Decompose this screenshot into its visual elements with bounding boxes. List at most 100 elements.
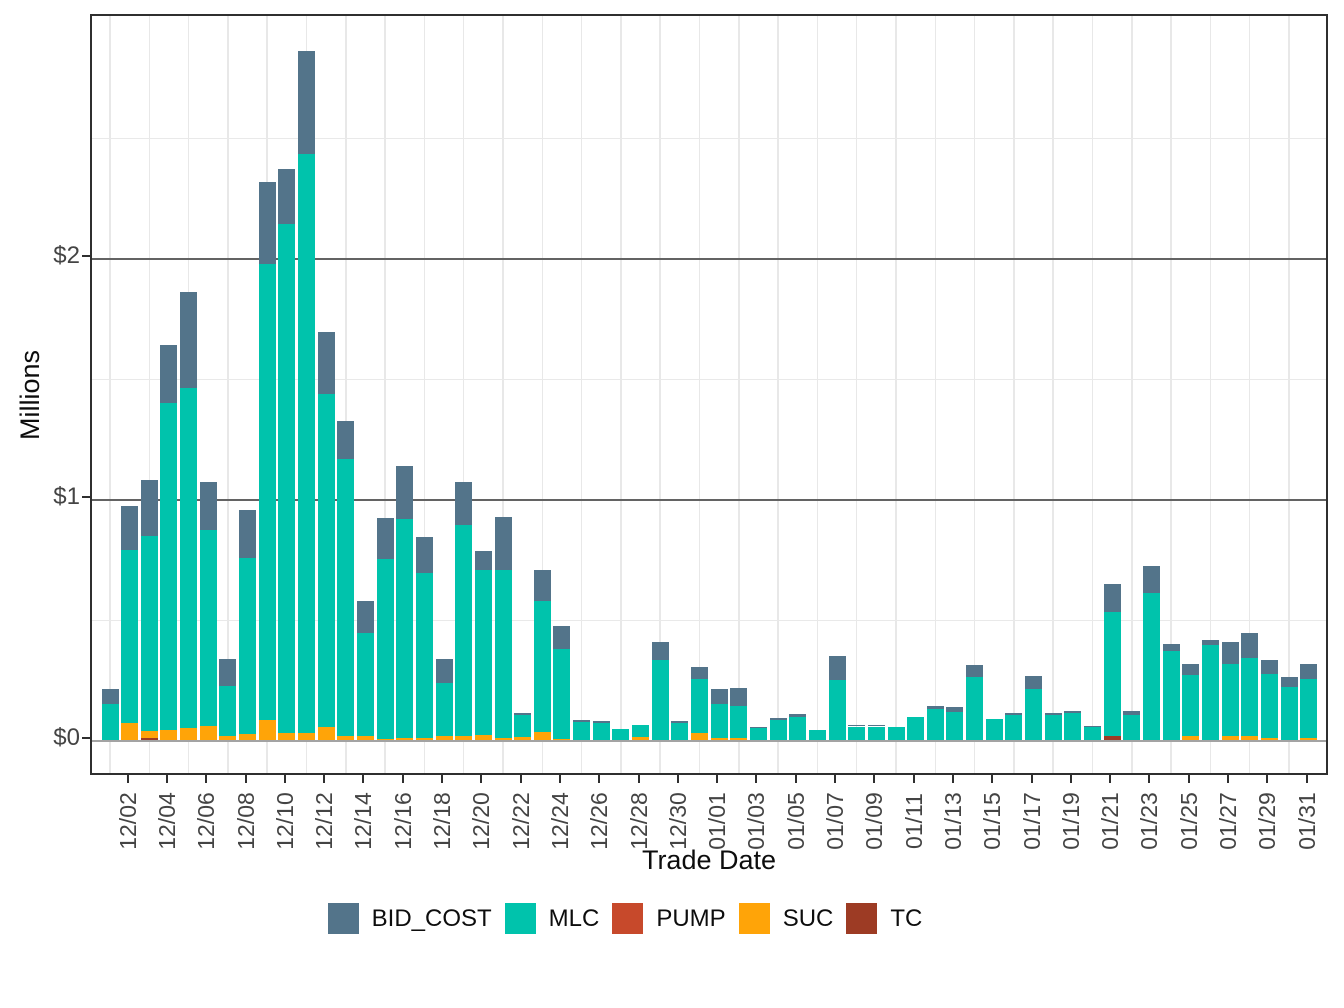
bar-segment-bid_cost — [415, 537, 433, 574]
x-tick-mark — [1266, 775, 1269, 783]
gridline-vertical — [541, 16, 544, 773]
bar-segment-mlc — [455, 525, 473, 736]
legend-item-bid_cost: BID_COST — [327, 903, 492, 934]
legend-swatch-mlc — [504, 903, 536, 934]
bar-segment-mlc — [121, 549, 139, 724]
x-tick-mark — [1148, 775, 1151, 783]
x-tick-mark — [834, 775, 837, 783]
gridline-vertical — [423, 16, 426, 773]
bar-segment-mlc — [1300, 679, 1318, 738]
bar-segment-tc — [1103, 735, 1121, 740]
x-tick-mark — [323, 775, 326, 783]
bar-segment-mlc — [671, 722, 689, 740]
bar-segment-mlc — [140, 535, 158, 731]
x-tick-mark — [951, 775, 954, 783]
gridline-vertical — [777, 16, 779, 773]
bar-segment-bid_cost — [160, 344, 178, 403]
legend-item-suc: SUC — [738, 903, 833, 934]
bar-segment-mlc — [396, 519, 414, 739]
gridline-minor-y — [92, 378, 1326, 380]
bar-segment-mlc — [180, 388, 198, 728]
x-axis-title: Trade Date — [641, 845, 777, 875]
gridline-vertical — [462, 16, 465, 773]
bar-segment-bid_cost — [671, 721, 689, 723]
bar-segment-mlc — [789, 716, 807, 740]
bar-segment-suc — [632, 737, 650, 740]
bar-segment-mlc — [101, 703, 119, 740]
bar-segment-suc — [435, 735, 453, 740]
bar-segment-bid_cost — [1142, 565, 1160, 593]
bar-segment-mlc — [317, 394, 335, 727]
bar-segment-bid_cost — [356, 601, 374, 633]
bar-segment-bid_cost — [926, 706, 944, 709]
bar-segment-bid_cost — [1280, 677, 1298, 687]
x-tick-mark — [401, 775, 404, 783]
gridline-vertical — [816, 16, 819, 773]
gridline-vertical — [1091, 16, 1094, 773]
x-tick-mark — [1069, 775, 1072, 783]
x-tick-mark — [755, 775, 758, 783]
x-tick-mark — [1305, 775, 1308, 783]
gridline-vertical — [1248, 16, 1251, 773]
bar-segment-suc — [710, 738, 728, 740]
bar-segment-bid_cost — [219, 659, 237, 686]
bar-segment-mlc — [219, 685, 237, 737]
bar-segment-suc — [376, 738, 394, 740]
bar-segment-mlc — [907, 717, 925, 740]
gridline-major-y — [92, 258, 1326, 260]
bar-segment-mlc — [278, 224, 296, 733]
bar-segment-mlc — [376, 559, 394, 739]
x-tick-mark — [598, 775, 601, 783]
bar-segment-bid_cost — [1201, 639, 1219, 645]
bar-segment-bid_cost — [1084, 725, 1101, 728]
bar-segment-mlc — [848, 726, 866, 740]
gridline-vertical — [934, 16, 937, 773]
bar-segment-bid_cost — [691, 666, 708, 680]
bar-segment-mlc — [1123, 714, 1141, 740]
legend-swatch-bid_cost — [327, 903, 359, 934]
bar-segment-bid_cost — [278, 168, 296, 225]
legend-item-tc: TC — [846, 903, 922, 934]
legend-swatch-suc — [738, 903, 770, 934]
bar-segment-mlc — [1201, 644, 1219, 740]
bar-segment-bid_cost — [1300, 664, 1318, 680]
bar-segment-mlc — [828, 679, 846, 740]
gridline-vertical — [895, 16, 897, 773]
bar-segment-mlc — [1084, 727, 1101, 740]
bar-segment-bid_cost — [749, 726, 767, 729]
bar-segment-bid_cost — [946, 707, 964, 713]
bar-segment-mlc — [1241, 658, 1259, 736]
bar-segment-suc — [180, 727, 198, 740]
gridline-vertical — [620, 16, 622, 773]
bar-segment-suc — [356, 736, 374, 740]
y-tick-label: $0 — [53, 724, 80, 751]
bar-segment-suc — [396, 738, 414, 740]
y-axis-title: Millions — [15, 349, 45, 441]
bar-segment-bid_cost — [828, 655, 846, 680]
gridline-vertical — [973, 16, 976, 773]
bar-segment-mlc — [1162, 651, 1180, 740]
bar-segment-bid_cost — [101, 689, 119, 704]
bar-segment-mlc — [1044, 714, 1062, 740]
gridline-vertical — [1288, 16, 1290, 773]
x-tick-mark — [244, 775, 247, 783]
bar-segment-bid_cost — [592, 721, 610, 724]
x-tick-mark — [912, 775, 915, 783]
bar-segment-mlc — [946, 712, 964, 740]
legend-item-pump: PUMP — [612, 903, 726, 934]
bar-segment-suc — [1260, 738, 1278, 740]
gridline-vertical — [1131, 16, 1133, 773]
bar-segment-bid_cost — [376, 518, 394, 560]
y-tick-mark — [82, 255, 90, 257]
bar-segment-suc — [258, 719, 276, 740]
x-tick-mark — [1030, 775, 1033, 783]
bar-segment-suc — [1300, 737, 1318, 740]
gridline-vertical — [1170, 16, 1172, 773]
bar-segment-mlc — [1025, 689, 1043, 740]
bar-segment-bid_cost — [396, 465, 414, 519]
gridline-vertical — [109, 16, 111, 773]
x-tick-mark — [1187, 775, 1190, 783]
y-tick-mark — [82, 737, 90, 739]
bar-segment-mlc — [1103, 611, 1121, 736]
